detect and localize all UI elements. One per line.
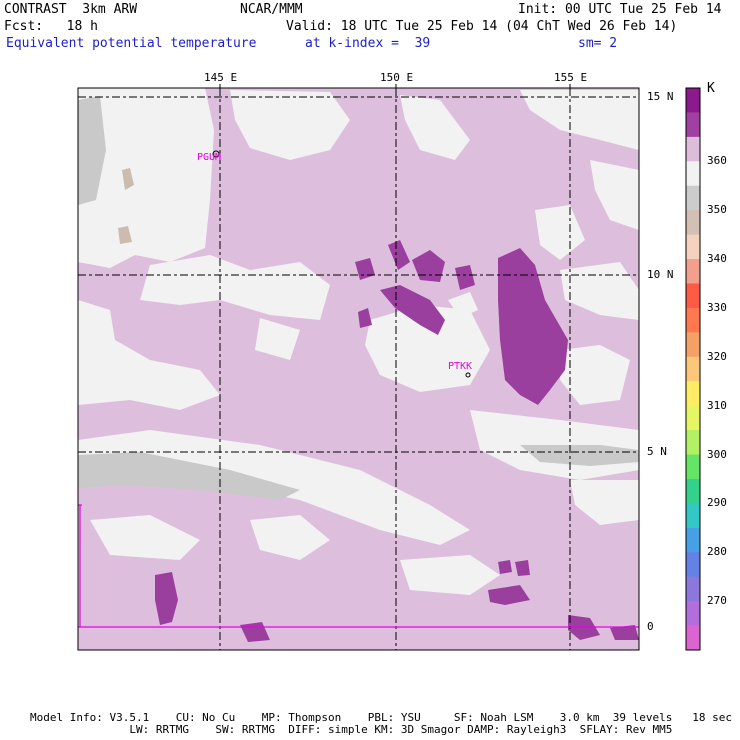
- colorbar-swatch: [686, 161, 700, 187]
- level-info: at k-index = 39: [305, 36, 431, 51]
- colorbar-tick-label: 360: [707, 154, 727, 167]
- colorbar-swatch: [686, 259, 700, 284]
- colorbar-tick-label: 270: [707, 594, 727, 607]
- colorbar-swatch: [686, 552, 700, 578]
- smoothing-info: sm= 2: [578, 36, 618, 51]
- model-info-line1: Model Info: V3.5.1 CU: No Cu MP: Thompso…: [30, 711, 732, 724]
- station-marker-pgum: [212, 150, 220, 158]
- colorbar-tick-label: 340: [707, 252, 727, 265]
- colorbar-swatches: [686, 88, 700, 651]
- colorbar-tick-label: 310: [707, 399, 727, 412]
- valid-time: Valid: 18 UTC Tue 25 Feb 14 (04 ChT Wed …: [286, 19, 678, 34]
- colorbar-swatch: [686, 234, 700, 260]
- colorbar-tick-label: 290: [707, 496, 727, 509]
- colorbar-swatch: [686, 576, 700, 602]
- lon-label-155: 155 E: [554, 71, 588, 84]
- colorbar-swatch: [686, 625, 700, 651]
- colorbar-swatch: [686, 210, 700, 236]
- colorbar-swatch: [686, 136, 700, 162]
- axis-ticks: [219, 84, 571, 88]
- map-frame: [77, 87, 640, 651]
- colorbar-swatch: [686, 307, 700, 333]
- init-time: Init: 00 UTC Tue 25 Feb 14: [518, 2, 722, 17]
- colorbar-swatch: [686, 478, 700, 504]
- colorbar-swatch: [686, 503, 700, 529]
- colorbar-swatch: [686, 601, 700, 627]
- colorbar-swatch: [686, 283, 700, 309]
- model-title: CONTRAST 3km ARW: [4, 2, 138, 17]
- colorbar-swatch: [686, 88, 700, 113]
- lat-label-equator: 0: [647, 620, 654, 633]
- colorbar-swatch: [686, 527, 700, 553]
- lat-label-15n: 15 N: [647, 90, 674, 103]
- colorbar-swatch: [686, 332, 700, 358]
- colorbar-swatch: [686, 454, 700, 480]
- station-label-ptkk: PTKK: [448, 361, 473, 372]
- colorbar-frame: [685, 87, 701, 651]
- lon-label-145: 145 E: [204, 71, 238, 84]
- colorbar-swatch: [686, 356, 700, 382]
- colorbar-tick-label: 320: [707, 350, 727, 363]
- colorbar-unit: K: [707, 81, 715, 96]
- colorbar-tick-label: 330: [707, 301, 727, 314]
- lon-label-150: 150 E: [380, 71, 414, 84]
- colorbar-swatch: [686, 112, 700, 138]
- colorbar-tick-label: 280: [707, 545, 727, 558]
- model-info-line2: LW: RRTMG SW: RRTMG DIFF: simple KM: 3D …: [30, 723, 673, 736]
- colorbar-swatch: [686, 430, 700, 456]
- colorbar-swatch: [686, 185, 700, 211]
- colorbar-tick-label: 300: [707, 448, 727, 461]
- station-marker-ptkk: [465, 372, 471, 378]
- lat-label-10n: 10 N: [647, 268, 674, 281]
- colorbar-tick-label: 350: [707, 203, 727, 216]
- forecast-hour: Fcst: 18 h: [4, 19, 98, 34]
- station-label-pgum: PGUM: [197, 152, 222, 163]
- field-name: Equivalent potential temperature: [6, 36, 257, 51]
- center-name: NCAR/MMM: [240, 2, 303, 17]
- lat-label-5n: 5 N: [647, 445, 667, 458]
- colorbar-swatch: [686, 381, 700, 407]
- colorbar-swatch: [686, 405, 700, 431]
